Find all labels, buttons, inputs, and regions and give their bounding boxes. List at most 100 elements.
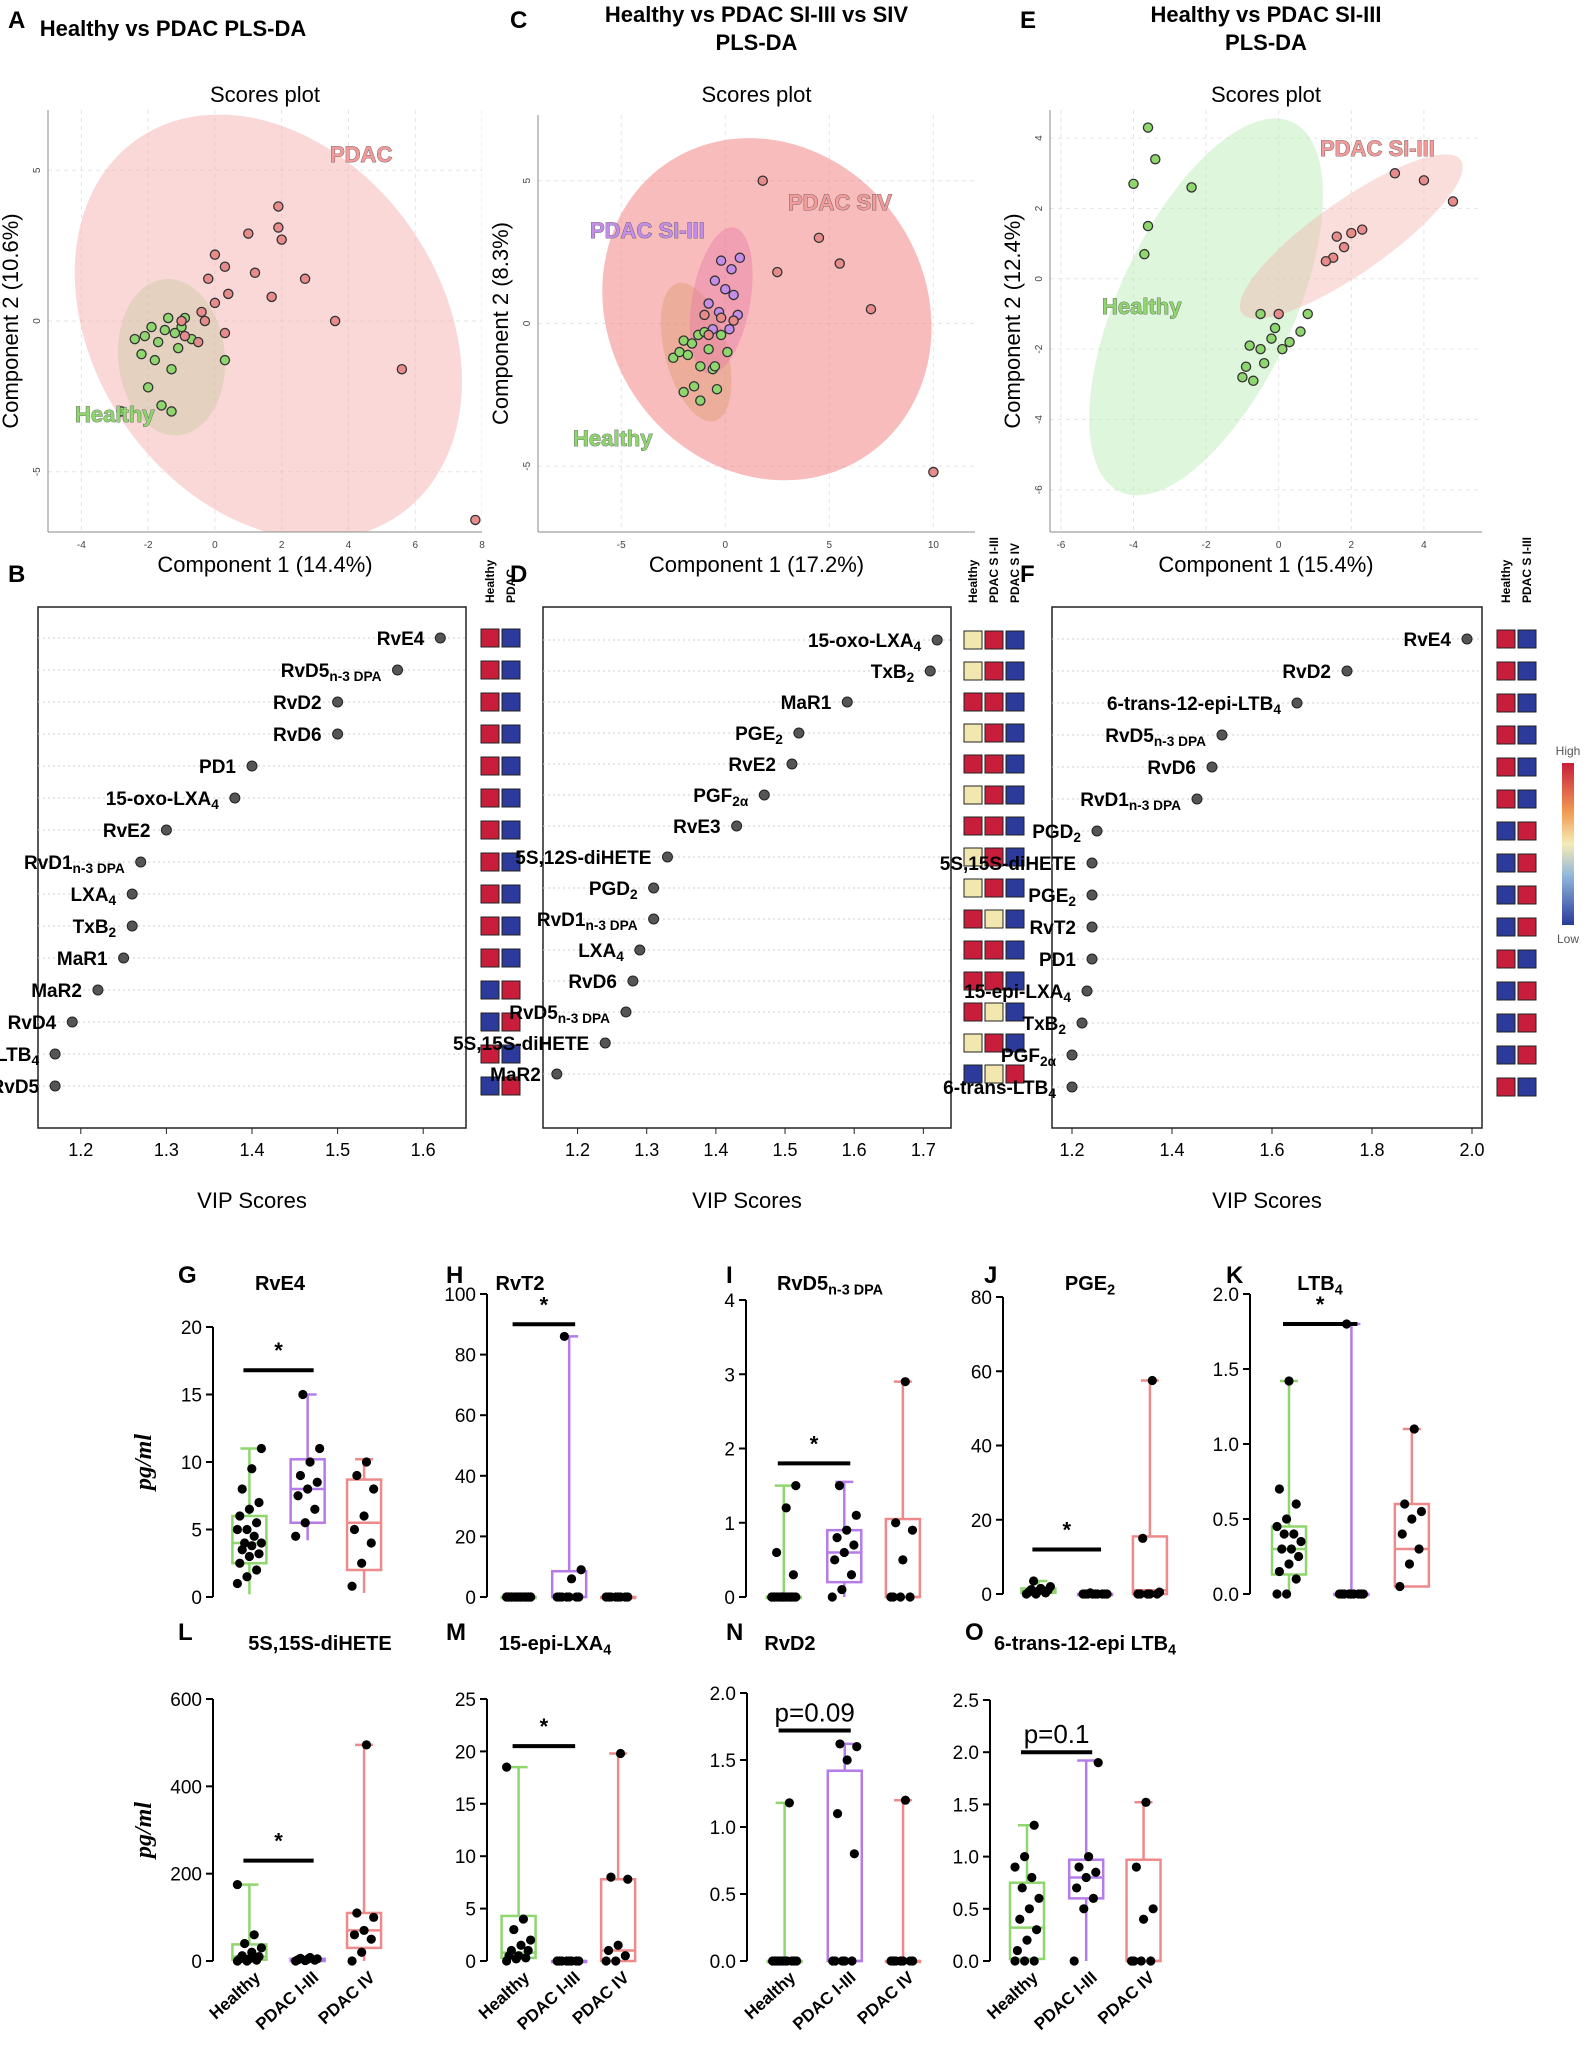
vip-point xyxy=(931,634,943,646)
heat-cell xyxy=(501,756,521,776)
y-tick-label: -6 xyxy=(1034,485,1045,494)
box-title-main: PGE xyxy=(1065,1273,1107,1295)
vip-feature-label: PGE2 xyxy=(735,724,783,747)
x-tick-label: -4 xyxy=(77,540,86,551)
x-tick-label: 8 xyxy=(479,540,485,551)
heat-cell xyxy=(1005,1033,1025,1053)
panel-letter-E: E xyxy=(1020,7,1036,34)
group-x-label: PDAC I-III xyxy=(789,1968,859,2034)
box-data-point xyxy=(1024,1904,1034,1914)
significance-label: * xyxy=(274,1829,283,1854)
vip-point xyxy=(648,913,660,925)
vip-feature-label-main: PGE xyxy=(1028,886,1068,907)
group-x-label: Healthy xyxy=(983,1967,1042,2023)
scores-subtitle: Scores plot xyxy=(1211,82,1321,107)
vip-tick-label: 2.0 xyxy=(1459,1140,1484,1160)
box-title-main: 5S,15S-diHETE xyxy=(248,1633,391,1655)
score-point xyxy=(156,400,167,411)
box-y-tick-label: 10 xyxy=(455,1847,476,1868)
vip-point xyxy=(160,824,172,836)
box-data-point xyxy=(1141,1797,1151,1807)
panel-letter-K: K xyxy=(1226,1262,1244,1289)
box-plot-I: RvD5n-3 DPA 0 1 2 3 4 * xyxy=(724,1273,922,1609)
vip-point xyxy=(1341,665,1353,677)
box-data-point xyxy=(564,1592,574,1602)
vip-feature-label: RvD1n-3 DPA xyxy=(24,853,125,876)
vip-feature-label-main: RvD6 xyxy=(1147,758,1196,779)
box-y-tick-label: 20 xyxy=(181,1318,202,1339)
score-point xyxy=(703,343,714,355)
box-y-tick-label: 2.0 xyxy=(953,1743,979,1764)
group-x-label: PDAC I-III xyxy=(1031,1968,1101,2034)
heat-cell xyxy=(1517,917,1537,937)
x-tick-label: -6 xyxy=(1056,540,1065,551)
box-title-main: 15-epi-LXA xyxy=(499,1633,603,1655)
box-data-point xyxy=(907,1525,918,1535)
vip-point xyxy=(332,728,344,740)
box-data-point xyxy=(366,1538,376,1548)
box-data-point xyxy=(518,1914,529,1924)
score-point xyxy=(1346,227,1357,239)
heat-cell xyxy=(501,884,521,904)
vip-feature-label-main: LXA xyxy=(71,885,109,906)
heat-cell xyxy=(963,909,983,929)
score-point xyxy=(219,327,231,339)
heat-column-header: PDAC S I-III xyxy=(1520,537,1534,603)
box-data-point xyxy=(1395,1581,1405,1592)
box-title-main: RvD2 xyxy=(764,1633,815,1655)
box-data-point xyxy=(303,1484,313,1494)
vip-feature-label: RvD1n-3 DPA xyxy=(1080,790,1181,813)
heat-cell xyxy=(501,852,521,872)
box-y-tick-label: 1.0 xyxy=(710,1818,736,1839)
score-point xyxy=(757,175,768,186)
box-data-point xyxy=(521,1953,531,1963)
panel-letter-I: I xyxy=(726,1262,733,1289)
vip-feature-label-main: 15-epi-LXA xyxy=(964,982,1064,1003)
vip-feature-label: RvD5n-3 DPA xyxy=(1105,726,1206,749)
heat-cell xyxy=(1005,1002,1025,1022)
box-data-point xyxy=(526,1935,536,1945)
vip-tick-label: 1.4 xyxy=(1159,1140,1184,1160)
score-point xyxy=(734,252,746,264)
vip-feature-label-sub: 2 xyxy=(630,887,638,902)
box-y-tick-label: 1 xyxy=(724,1514,735,1535)
box-title-sub: 4 xyxy=(1335,1282,1343,1298)
box-data-point xyxy=(606,1592,616,1602)
vip-feature-label-main: RvE3 xyxy=(673,817,721,838)
heat-cell xyxy=(480,1076,500,1096)
box-data-point xyxy=(830,1555,840,1565)
heat-cell xyxy=(984,940,1004,960)
vip-feature-label-sub: 2 xyxy=(1058,1022,1066,1037)
score-point xyxy=(470,514,481,526)
box-data-point xyxy=(908,1956,918,1966)
box-data-point xyxy=(772,1547,782,1558)
box-title-main: RvT2 xyxy=(496,1273,545,1295)
box-data-point xyxy=(352,1908,362,1918)
box-data-point xyxy=(1010,1862,1020,1872)
box-data-point xyxy=(1045,1581,1055,1592)
vip-feature-label-main: PGF xyxy=(693,786,732,807)
panel-letter-D: D xyxy=(510,561,527,588)
x-tick-label: -2 xyxy=(1202,540,1211,551)
score-point xyxy=(1284,336,1295,348)
heat-cell xyxy=(1496,949,1516,969)
y-axis-label: Component 2 (8.3%) xyxy=(488,222,513,425)
x-axis-label: Component 1 (14.4%) xyxy=(157,552,372,577)
vip-feature-label: RvD2 xyxy=(1282,662,1331,683)
box-data-point xyxy=(1093,1758,1103,1768)
box-data-point xyxy=(366,1934,376,1944)
box-plot-O: 6-trans-12-epi LTB4 0.0 0.5 1.0 1.5 2.0 2.5 p=0… xyxy=(953,1633,1176,2034)
box-y-tick-label: 0.0 xyxy=(1213,1585,1239,1606)
box-title-sub: 2 xyxy=(1107,1282,1115,1298)
score-point xyxy=(129,333,141,345)
heat-cell xyxy=(984,630,1004,650)
vip-point xyxy=(1066,1049,1078,1061)
vip-feature-label: RvE2 xyxy=(103,821,151,842)
y-tick-label: 0 xyxy=(32,318,43,324)
vip-frame xyxy=(542,606,952,1129)
box-data-point xyxy=(606,1872,616,1882)
box-data-point xyxy=(347,1956,357,1966)
box-data-point xyxy=(603,1945,614,1956)
box-data-point xyxy=(895,1592,906,1602)
